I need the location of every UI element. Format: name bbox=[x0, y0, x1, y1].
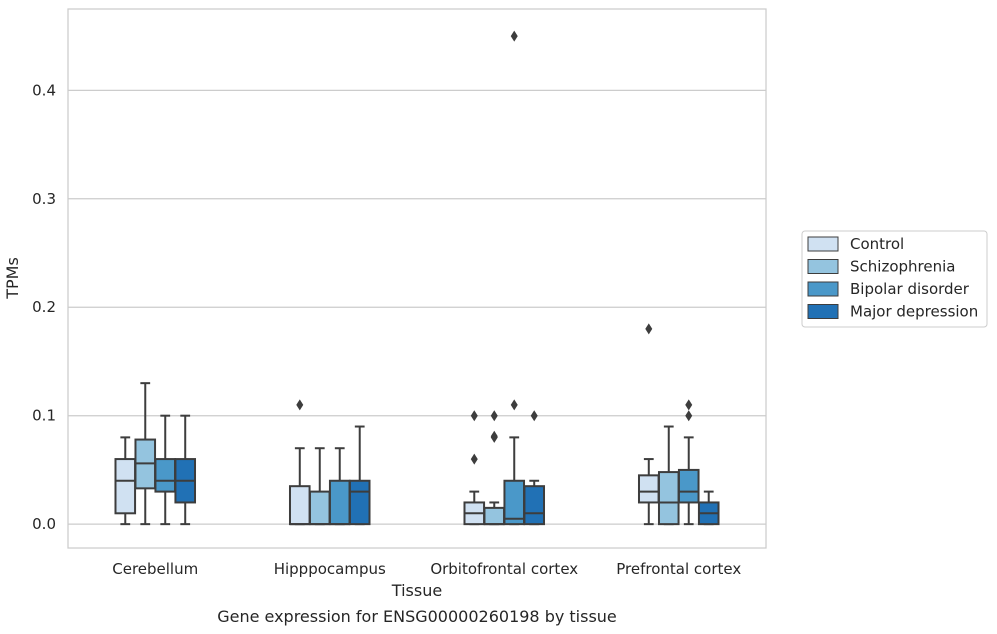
chart-caption: Gene expression for ENSG00000260198 by t… bbox=[217, 607, 617, 626]
y-tick-label: 0.0 bbox=[32, 515, 56, 533]
x-tick-label: Prefrontal cortex bbox=[616, 560, 741, 578]
legend-label: Major depression bbox=[850, 303, 978, 321]
legend-swatch bbox=[807, 259, 839, 274]
box-body bbox=[308, 490, 331, 526]
outlier-point bbox=[685, 410, 693, 422]
outlier-point bbox=[685, 399, 693, 411]
box-body bbox=[114, 458, 137, 515]
y-axis-label: TPMs bbox=[3, 257, 22, 300]
plot-frame bbox=[67, 8, 767, 549]
outlier-point bbox=[510, 30, 518, 42]
legend-swatch bbox=[807, 236, 839, 252]
legend: Control Schizophrenia Bipolar disorder Majo… bbox=[801, 230, 988, 328]
legend-label: Control bbox=[850, 235, 904, 253]
x-tick-label: Orbitofrontal cortex bbox=[430, 560, 578, 578]
outlier-point bbox=[296, 399, 304, 411]
series-group bbox=[114, 323, 660, 526]
legend-swatch bbox=[807, 281, 839, 297]
legend-frame bbox=[801, 230, 988, 328]
series-group bbox=[134, 382, 680, 526]
legend-label: Schizophrenia bbox=[850, 258, 955, 276]
box-body bbox=[348, 479, 371, 526]
outlier-point bbox=[470, 453, 478, 465]
x-tick-labels: Cerebellum Hipppocampus Orbitofrontal cort… bbox=[112, 560, 741, 578]
box-groups bbox=[114, 30, 720, 526]
box-body bbox=[657, 471, 680, 526]
box-body bbox=[503, 479, 526, 526]
series-group bbox=[174, 410, 720, 526]
box-body bbox=[328, 479, 351, 526]
y-tick-labels: 0.0 0.1 0.2 0.3 0.4 bbox=[32, 81, 56, 533]
outlier-point bbox=[510, 399, 518, 411]
box-body bbox=[637, 474, 660, 504]
x-tick-label: Cerebellum bbox=[112, 560, 198, 578]
x-axis-label: Tissue bbox=[391, 581, 442, 600]
y-tick-label: 0.1 bbox=[32, 407, 56, 425]
x-tick-label: Hipppocampus bbox=[274, 560, 386, 578]
series-group bbox=[154, 30, 700, 526]
outlier-point bbox=[530, 410, 538, 422]
outlier-point bbox=[645, 323, 653, 335]
outlier-point bbox=[490, 410, 498, 422]
box-body bbox=[523, 485, 546, 526]
outlier-point bbox=[490, 430, 498, 442]
y-tick-label: 0.2 bbox=[32, 298, 56, 316]
y-tick-label: 0.3 bbox=[32, 190, 56, 208]
box-body bbox=[483, 506, 506, 526]
outlier-point bbox=[470, 410, 478, 422]
y-tick-label: 0.4 bbox=[32, 81, 56, 99]
legend-label: Bipolar disorder bbox=[850, 280, 970, 298]
box-body bbox=[154, 458, 177, 493]
box-body bbox=[677, 468, 700, 504]
legend-swatch bbox=[807, 304, 839, 319]
box-body bbox=[288, 485, 311, 526]
